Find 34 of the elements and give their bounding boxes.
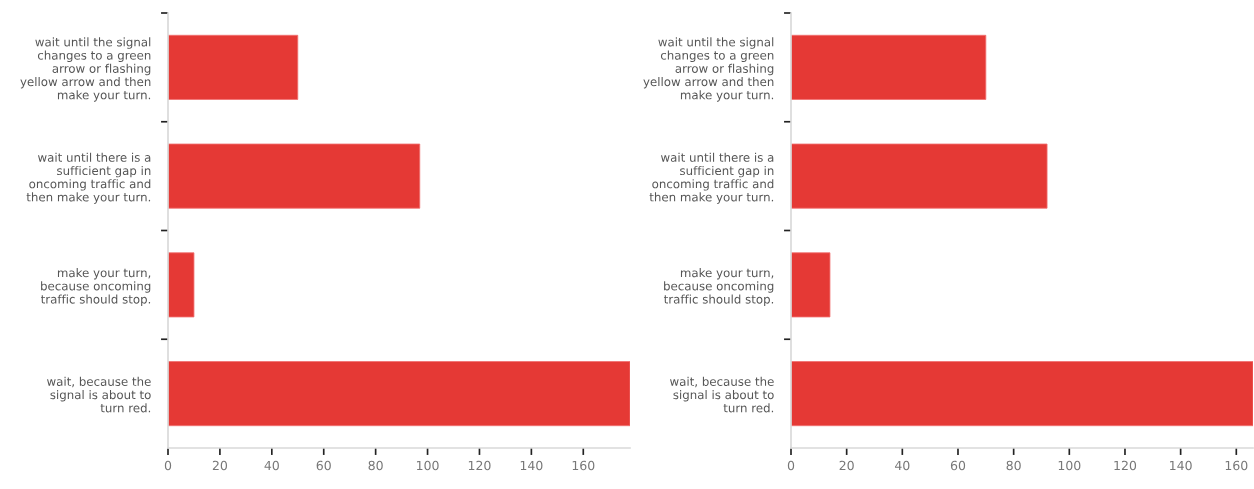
bar — [791, 252, 831, 318]
x-tick-label: 160 — [1225, 460, 1248, 471]
x-tick-label: 60 — [950, 460, 966, 471]
y-tick-label: wait, because the signal is about to turn red. — [47, 376, 151, 413]
x-tick-label: 20 — [839, 460, 854, 471]
x-tick-label: 140 — [520, 460, 543, 471]
y-tick-label: wait until there is a sufficient gap in oncoming traffic and then make your turn. — [649, 152, 774, 204]
y-tick-label: wait until the signal changes to a green arrow or flashing yellow arrow and then make your turn. — [20, 37, 151, 102]
x-tick-label: 80 — [1006, 460, 1021, 471]
bar — [791, 361, 1253, 427]
x-tick-label: 140 — [1170, 460, 1192, 471]
bar — [168, 252, 195, 318]
bar — [168, 143, 421, 209]
bar — [791, 143, 1048, 209]
y-tick-label: wait until there is a sufficient gap in oncoming traffic and then make your turn. — [26, 152, 151, 204]
bar — [791, 34, 987, 100]
x-tick-label: 20 — [212, 460, 228, 471]
x-tick-label: 100 — [1058, 460, 1081, 471]
x-tick-label: 40 — [264, 460, 279, 471]
x-tick-label: 160 — [572, 460, 595, 471]
y-tick-label: make your turn, because oncoming traffic should stop. — [663, 268, 774, 306]
bar — [168, 34, 299, 100]
y-tick-label: wait, because the signal is about to turn red. — [670, 376, 774, 413]
x-tick-label: 0 — [787, 460, 795, 471]
x-tick-label: 0 — [164, 460, 172, 471]
x-tick-label: 80 — [368, 460, 383, 471]
x-tick-label: 40 — [894, 460, 910, 471]
y-tick-label: make your turn, because oncoming traffic should stop. — [40, 268, 151, 306]
y-tick-label: wait until the signal changes to a green arrow or flashing yellow arrow and then make your turn. — [643, 37, 774, 102]
x-tick-label: 120 — [468, 460, 491, 471]
x-tick-label: 120 — [1114, 460, 1137, 471]
x-tick-label: 100 — [416, 460, 439, 471]
x-tick-label: 60 — [316, 460, 331, 471]
bar — [168, 361, 630, 427]
